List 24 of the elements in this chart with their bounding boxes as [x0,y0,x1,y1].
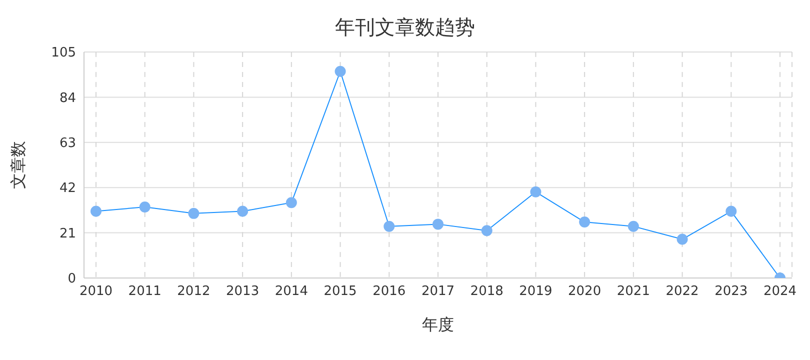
y-tick-label: 84 [59,90,76,106]
x-tick-label: 2016 [372,284,406,300]
y-tick-label: 21 [59,226,76,242]
x-tick-label: 2023 [714,284,748,300]
x-tick-label: 2022 [666,284,699,300]
x-tick-label: 2019 [519,284,552,300]
x-tick-label: 2010 [79,284,113,300]
y-tick-label: 63 [59,136,76,152]
x-tick-label: 2018 [470,284,504,300]
x-tick-label: 2013 [226,284,260,300]
y-tick-label: 42 [59,181,76,196]
y-tick-label: 105 [51,46,76,61]
x-tick-label: 2017 [421,284,455,300]
x-tick-label: 2020 [568,284,602,300]
x-tick-label: 2015 [324,284,357,300]
x-axis-title: 年度 [422,315,454,334]
x-tick-label: 2011 [128,284,162,300]
x-tick-label: 2014 [274,284,308,300]
x-tick-label: 2012 [177,284,210,300]
y-tick-label: 0 [68,272,76,287]
x-tick-label: 2021 [616,284,650,300]
y-axis-title: 文章数 [8,141,28,189]
x-tick-label: 2024 [763,284,797,300]
chart-title: 年刊文章数趋势 [334,14,476,41]
